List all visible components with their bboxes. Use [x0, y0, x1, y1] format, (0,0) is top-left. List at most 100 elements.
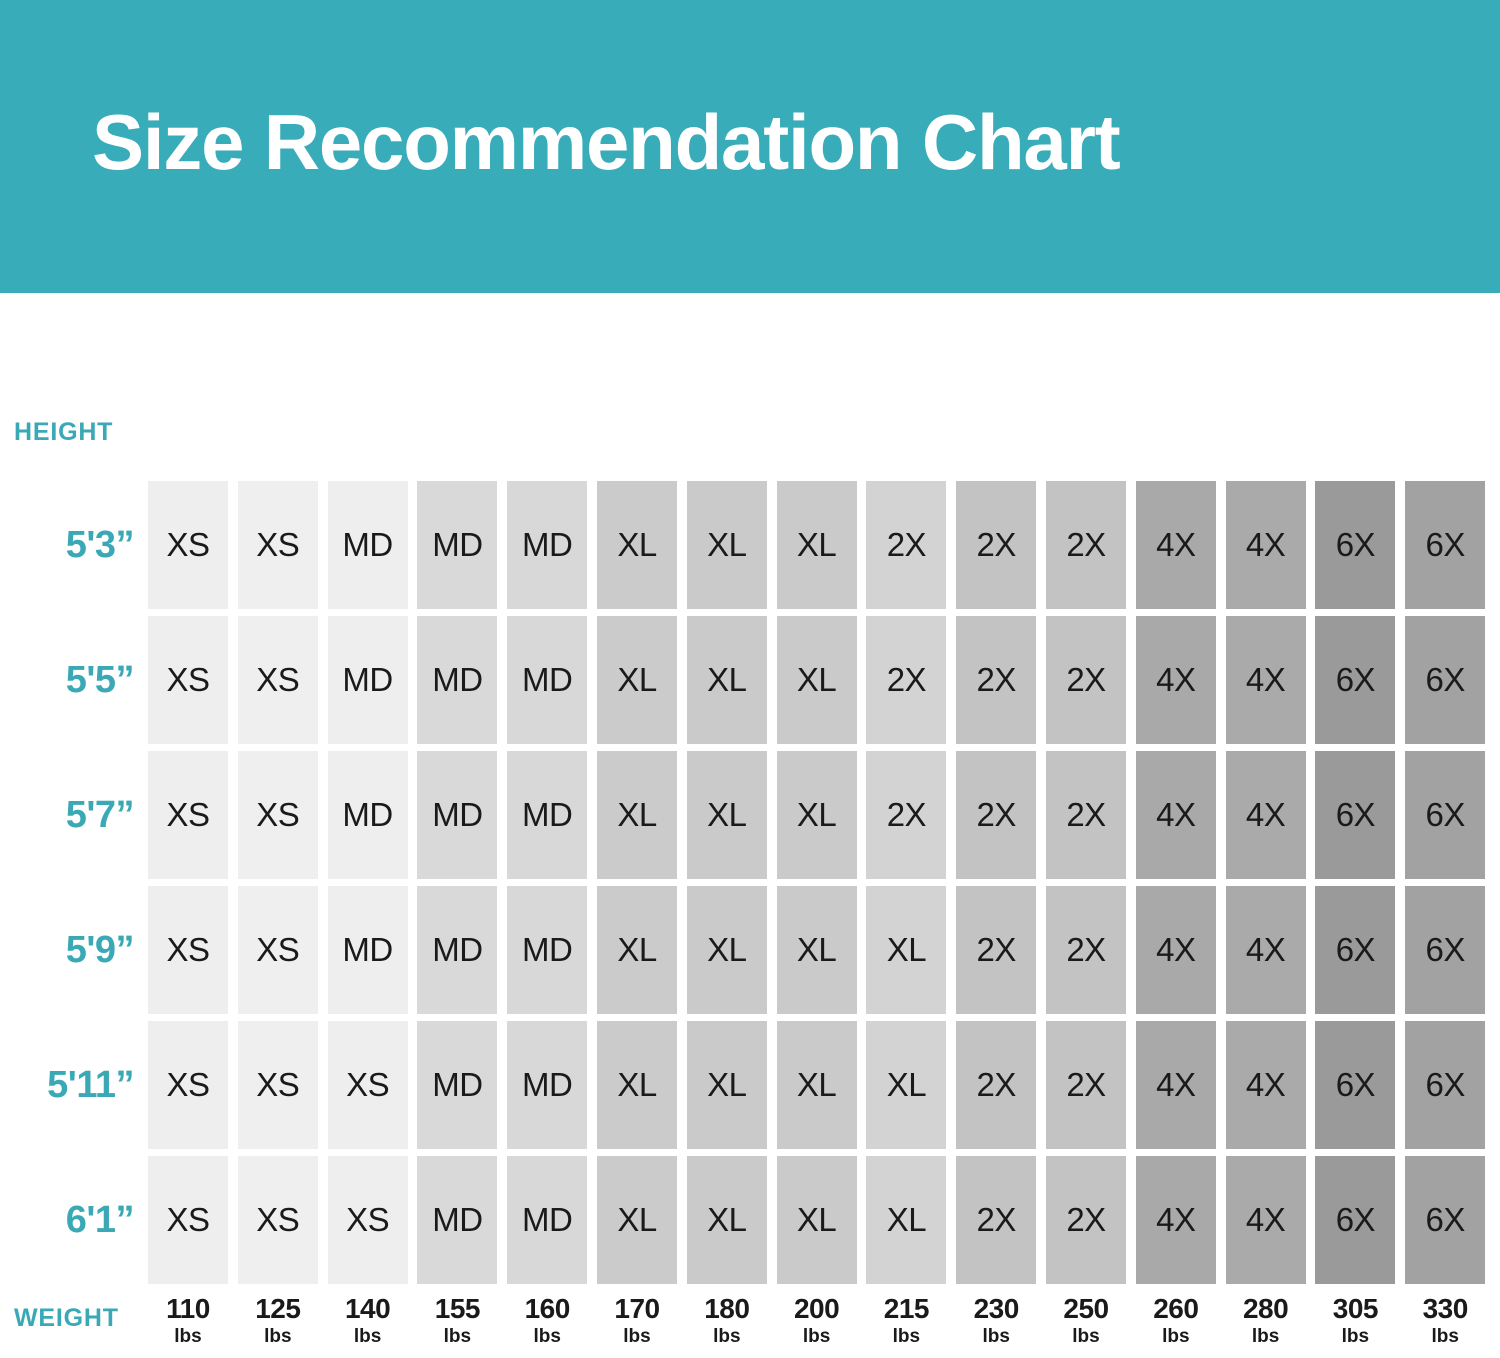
weight-tick: 305 lbs: [1315, 1293, 1395, 1349]
size-cell: XL: [597, 886, 677, 1014]
size-cell: XL: [776, 1156, 857, 1284]
size-cell: MD: [417, 1156, 498, 1284]
weight-tick: 230 lbs: [956, 1293, 1036, 1349]
height-axis-label: HEIGHT: [14, 418, 114, 446]
size-cell: XS: [237, 481, 318, 609]
weight-axis: 110 lbs 125 lbs 140 lbs 155 lbs 160 lbs 170 lbs 180 l…: [0, 1293, 1500, 1358]
size-cell: 4X: [1135, 751, 1216, 879]
header-band: Size Recommendation Chart: [0, 0, 1500, 293]
size-cell: XL: [776, 886, 857, 1014]
weight-tick: 330 lbs: [1405, 1293, 1485, 1349]
weight-unit: lbs: [713, 1326, 741, 1347]
size-cell: 2X: [866, 481, 947, 609]
size-cell: MD: [417, 751, 498, 879]
size-cell: 6X: [1315, 481, 1396, 609]
size-cell: 2X: [956, 751, 1037, 879]
size-cell: 4X: [1135, 1156, 1216, 1284]
size-cell: 6X: [1405, 751, 1486, 879]
weight-value: 230: [973, 1293, 1020, 1324]
size-cell: 2X: [956, 1021, 1037, 1149]
size-cell: MD: [417, 886, 498, 1014]
size-cell: XS: [237, 751, 318, 879]
table-row: 5'5” XS XS MD MD MD XL XL XL 2X 2X 2X 4X 4X 6X 6X: [0, 616, 1500, 751]
weight-tick: 170 lbs: [597, 1293, 677, 1349]
size-cell: MD: [417, 481, 498, 609]
weight-unit: lbs: [1072, 1326, 1100, 1347]
weight-value: 260: [1153, 1293, 1199, 1324]
size-cell: MD: [327, 886, 408, 1014]
size-cell: XL: [686, 751, 767, 879]
size-cell: MD: [507, 1156, 588, 1284]
size-cell: MD: [327, 481, 408, 609]
height-row-label: 5'9”: [65, 929, 135, 971]
size-cell: XL: [597, 616, 677, 744]
size-cell: XL: [686, 481, 767, 609]
size-cell: MD: [327, 751, 408, 879]
size-cell: XL: [597, 1156, 677, 1284]
size-cell: XL: [776, 751, 857, 879]
size-grid: 5'3” XS XS MD MD MD XL XL XL 2X 2X 2X 4X 4X 6X 6X 5'5” XS…: [0, 481, 1500, 1291]
size-cell: 2X: [1046, 1021, 1126, 1149]
weight-tick: 110 lbs: [148, 1293, 228, 1349]
size-cell: 6X: [1405, 616, 1486, 744]
size-cell: XL: [686, 616, 767, 744]
weight-value: 155: [434, 1293, 481, 1324]
size-cell: XS: [148, 1156, 228, 1284]
size-cell: XL: [686, 1156, 767, 1284]
size-cell: XS: [237, 886, 318, 1014]
weight-unit: lbs: [982, 1326, 1010, 1347]
weight-tick: 215 lbs: [866, 1293, 946, 1349]
size-cell: MD: [327, 616, 408, 744]
size-cell: 2X: [1046, 1156, 1126, 1284]
table-row: 5'9” XS XS MD MD MD XL XL XL XL 2X 2X 4X 4X 6X 6X: [0, 886, 1500, 1021]
weight-tick: 125 lbs: [238, 1293, 318, 1349]
size-cell: 6X: [1315, 1156, 1396, 1284]
size-cell: 4X: [1135, 481, 1216, 609]
size-cell: 6X: [1315, 1021, 1396, 1149]
weight-value: 330: [1422, 1293, 1469, 1324]
size-cell: 2X: [1046, 886, 1126, 1014]
table-row: 5'7” XS XS MD MD MD XL XL XL 2X 2X 2X 4X 4X 6X 6X: [0, 751, 1500, 886]
size-cell: XL: [866, 1021, 947, 1149]
weight-unit: lbs: [892, 1326, 921, 1347]
weight-value: 200: [793, 1293, 840, 1324]
size-cell: 4X: [1225, 886, 1306, 1014]
weight-value: 215: [883, 1293, 930, 1324]
weight-tick: 260 lbs: [1136, 1293, 1216, 1349]
size-cell: XL: [776, 616, 857, 744]
size-cell: XS: [148, 616, 228, 744]
weight-unit: lbs: [353, 1326, 382, 1347]
size-cell: MD: [507, 616, 588, 744]
weight-axis-label: WEIGHT: [14, 1304, 119, 1332]
weight-tick: 155 lbs: [417, 1293, 497, 1349]
size-cell: XS: [327, 1156, 408, 1284]
size-cell: 6X: [1315, 751, 1396, 879]
size-cell: XS: [148, 1021, 228, 1149]
height-row-label: 5'5”: [65, 659, 135, 701]
size-cell: 4X: [1225, 1021, 1306, 1149]
size-cell: 4X: [1225, 616, 1306, 744]
size-cell: XS: [148, 481, 228, 609]
size-cell: 2X: [956, 616, 1037, 744]
size-cell: 4X: [1135, 886, 1216, 1014]
weight-unit: lbs: [1341, 1326, 1370, 1347]
size-cell: 2X: [956, 481, 1037, 609]
weight-tick: 200 lbs: [777, 1293, 857, 1349]
weight-tick: 250 lbs: [1046, 1293, 1126, 1349]
size-cell: 6X: [1315, 616, 1396, 744]
weight-value: 110: [166, 1293, 210, 1324]
height-row-label: 5'3”: [65, 524, 135, 566]
weight-value: 160: [524, 1293, 571, 1324]
size-cell: XL: [597, 751, 677, 879]
weight-value: 140: [344, 1293, 391, 1324]
weight-unit: lbs: [533, 1326, 561, 1347]
weight-unit: lbs: [443, 1326, 472, 1347]
size-cell: 2X: [1046, 481, 1126, 609]
size-cell: MD: [507, 751, 588, 879]
size-cell: 6X: [1405, 1021, 1486, 1149]
size-cell: 4X: [1135, 1021, 1216, 1149]
size-cell: MD: [507, 886, 588, 1014]
weight-tick: 160 lbs: [507, 1293, 587, 1349]
weight-value: 280: [1242, 1293, 1289, 1324]
size-cell: XL: [776, 1021, 857, 1149]
